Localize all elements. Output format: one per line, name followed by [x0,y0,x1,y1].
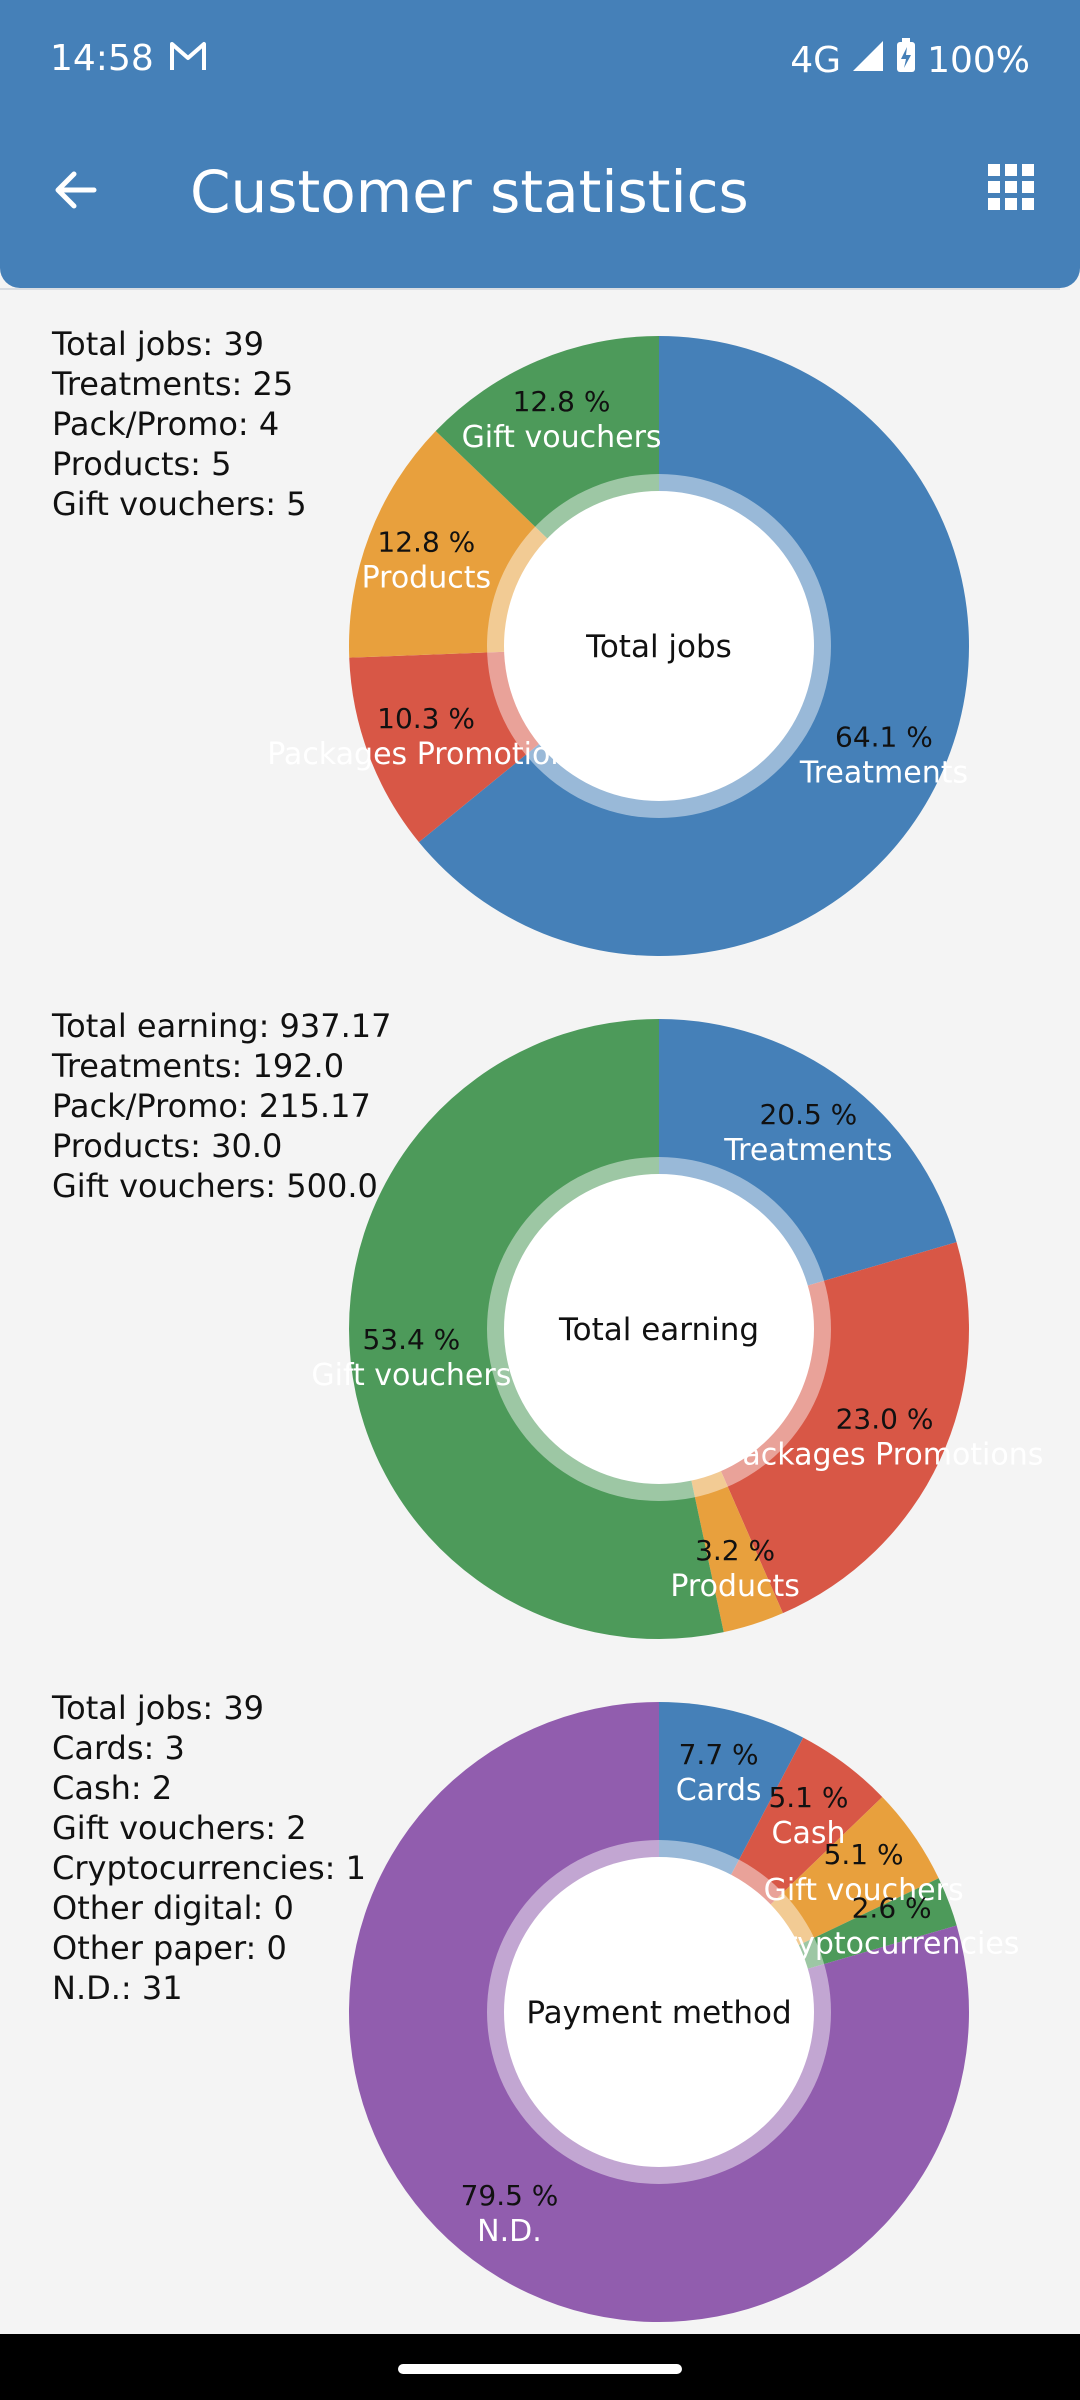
donut-center-label: Total jobs [585,629,732,665]
slice-percent-label: 20.5 % [759,1098,857,1131]
status-time: 14:58 [50,38,154,79]
gmail-icon [168,38,208,83]
slice-category-label: Treatments [723,1133,892,1168]
signal-icon [851,39,885,82]
slice-percent-label: 53.4 % [362,1323,460,1356]
status-right: 4G 100% [790,38,1030,83]
stats-line: Gift vouchers: 500.0 [52,1167,378,1205]
slice-percent-label: 5.1 % [768,1781,848,1814]
stats-jobs: Total jobs: 39 Treatments: 25 Pack/Promo… [52,324,307,524]
home-gesture-handle[interactable] [398,2364,682,2374]
total-earning-donut-chart[interactable]: Total earning 20.5 %Treatments 23.0 %Packa… [311,1016,1043,1642]
arrow-back-icon[interactable] [46,160,106,220]
slice-category-label: Cryptocurrencies [764,1926,1020,1961]
slice-category-label: Gift vouchers [764,1873,964,1908]
slice-percent-label: 12.8 % [513,385,611,418]
app-bar: 14:58 4G 100% Customer statistics [0,0,1080,288]
slice-category-label: N.D. [477,2214,542,2249]
battery-level: 100% [927,40,1030,81]
slice-percent-label: 7.7 % [679,1738,759,1771]
slice-percent-label: 3.2 % [695,1534,775,1567]
stats-line: Pack/Promo: 215.17 [52,1087,371,1125]
slice-category-label: Treatments [799,756,968,791]
slice-category-label: Cash [772,1816,846,1851]
stats-line: N.D.: 31 [52,1969,183,2007]
slice-category-label: Packages Promotions [267,737,585,772]
battery-icon [895,38,917,83]
stats-line: Other paper: 0 [52,1929,287,1967]
stats-line: Gift vouchers: 2 [52,1809,307,1847]
donut-hole [504,1857,814,2167]
stats-line: Treatments: 192.0 [52,1047,345,1085]
donut-center-label: Total earning [558,1312,759,1348]
network-type: 4G [790,40,842,81]
stats-line: Cryptocurrencies: 1 [52,1849,366,1887]
slice-percent-label: 5.1 % [824,1838,904,1871]
total-jobs-donut-chart[interactable]: Total jobs 64.1 %Treatments 10.3 %Packages… [267,333,972,959]
page-title: Customer statistics [190,158,749,226]
stats-line: Total jobs: 39 [52,1689,265,1727]
slice-percent-label: 12.8 % [377,525,475,558]
status-bar: 14:58 4G 100% [0,0,1080,118]
donut-center-label: Payment method [526,1995,791,2031]
stats-line: Products: 30.0 [52,1127,283,1165]
stats-line: Treatments: 25 [52,365,294,403]
grid-icon[interactable] [988,164,1034,210]
slice-category-label: Products [362,560,492,595]
stats-line: Other digital: 0 [52,1889,294,1927]
slice-percent-label: 2.6 % [852,1891,932,1924]
stats-line: Total jobs: 39 [52,325,265,363]
stats-line: Cards: 3 [52,1729,185,1767]
stats-payment: Total jobs: 39 Cards: 3 Cash: 2 Gift vou… [52,1688,366,2008]
stats-line: Products: 5 [52,445,232,483]
stats-line: Total earning: 937.17 [52,1007,392,1045]
stats-line: Pack/Promo: 4 [52,405,280,443]
slice-category-label: Cards [676,1773,762,1808]
slice-category-label: Products [670,1569,800,1604]
donut-hole [504,1174,814,1484]
divider [0,288,1060,290]
donut-hole [504,491,814,801]
slice-percent-label: 64.1 % [835,721,933,754]
slice-percent-label: 79.5 % [461,2179,559,2212]
slice-percent-label: 23.0 % [836,1403,934,1436]
slice-category-label: Gift vouchers [311,1358,511,1393]
stats-line: Cash: 2 [52,1769,173,1807]
stats-earning: Total earning: 937.17 Treatments: 192.0 … [52,1006,391,1206]
stats-line: Gift vouchers: 5 [52,485,307,523]
slice-category-label: Packages Promotions [726,1438,1044,1473]
slice-category-label: Gift vouchers [462,420,662,455]
slice-percent-label: 10.3 % [377,702,475,735]
